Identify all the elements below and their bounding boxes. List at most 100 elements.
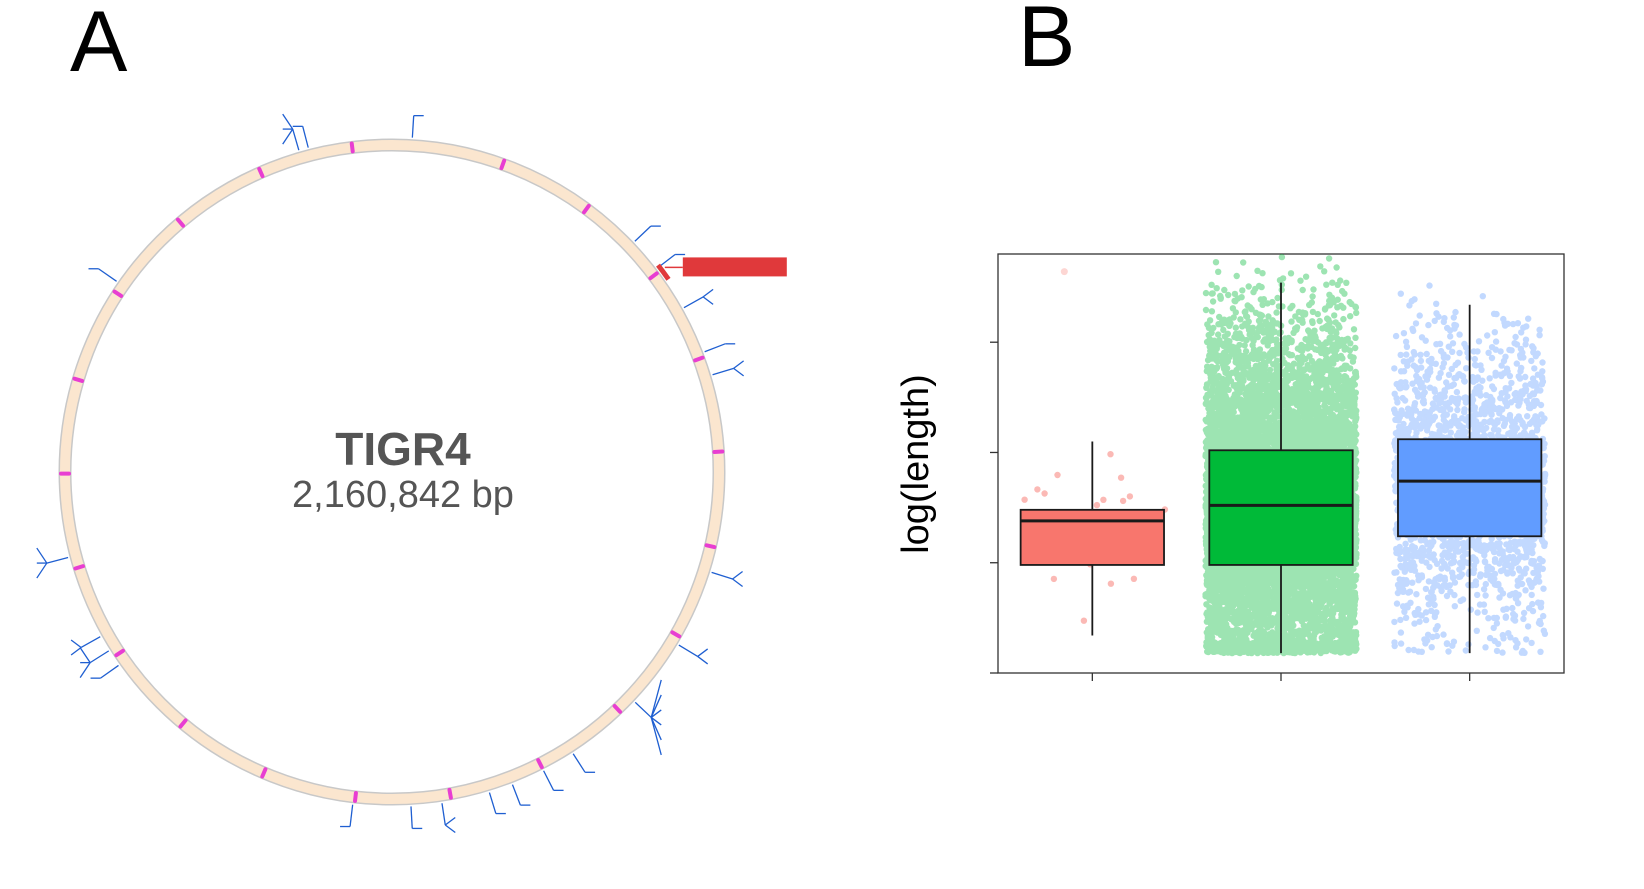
jitter-point — [1288, 364, 1296, 372]
jitter-point — [1333, 355, 1341, 363]
jitter-point — [1281, 443, 1289, 450]
gene-stem — [634, 225, 652, 242]
jitter-point — [1274, 648, 1281, 655]
jitter-point — [1307, 435, 1314, 443]
kbp-tick-800 — [612, 704, 623, 714]
jitter-point — [1289, 367, 1296, 375]
jitter-point — [1257, 573, 1264, 581]
gene-stem — [89, 650, 110, 664]
jitter-point — [1254, 374, 1261, 381]
jitter-point — [1291, 599, 1298, 606]
genome-length: 2,160,842 bp — [292, 474, 514, 516]
jitter-point — [1034, 486, 1041, 493]
jitter-point — [1305, 607, 1313, 614]
jitter-point — [1246, 590, 1254, 598]
gene-cluster-ydcp-1 — [90, 664, 119, 679]
jitter-point — [1305, 397, 1312, 405]
jitter-point — [1209, 379, 1216, 386]
jitter-point — [1263, 602, 1270, 610]
jitter-point — [1216, 616, 1224, 624]
jitter-point — [1345, 435, 1353, 442]
jitter-point — [1256, 417, 1263, 425]
jitter-point — [1220, 579, 1228, 586]
jitter-point — [1343, 395, 1351, 403]
jitter-point — [1239, 287, 1246, 294]
jitter-point — [1299, 286, 1306, 294]
jitter-point — [1353, 516, 1360, 523]
jitter-point — [1319, 436, 1327, 444]
panel-a-letter: A — [70, 0, 128, 90]
jitter-point — [1218, 321, 1225, 328]
jitter-point — [1261, 641, 1269, 648]
jitter-point — [1298, 359, 1305, 366]
jitter-point — [1236, 426, 1243, 434]
jitter-point — [1287, 424, 1294, 431]
jitter-point — [1238, 565, 1245, 572]
jitter-point — [1237, 609, 1244, 616]
jitter-point — [1352, 334, 1359, 341]
kbp-tick-1800 — [112, 289, 124, 298]
gene-stem — [634, 701, 652, 718]
jitter-point — [1249, 598, 1257, 605]
jitter-point — [1256, 579, 1263, 587]
jitter-point — [1305, 577, 1312, 584]
gene-stem — [411, 115, 415, 138]
jitter-point — [1334, 602, 1341, 610]
jitter-point — [1247, 422, 1254, 430]
jitter-point — [1208, 281, 1215, 288]
jitter-point — [1225, 401, 1233, 408]
gene-stem — [488, 792, 497, 814]
jitter-point — [1287, 396, 1295, 403]
jitter-point — [1221, 566, 1228, 573]
jitter-point — [1342, 592, 1350, 599]
jitter-point — [1209, 298, 1217, 305]
jitter-point — [1268, 631, 1275, 639]
kbp-tick-1500 — [73, 564, 86, 571]
jitter-point — [1248, 433, 1256, 440]
jitter-point — [1244, 405, 1252, 412]
gene-stem — [46, 556, 69, 564]
jitter-point — [1342, 596, 1350, 603]
jitter-point — [1322, 351, 1329, 358]
capsule-label-box — [682, 257, 787, 277]
gene-stem — [572, 753, 586, 773]
jitter-point — [1253, 365, 1260, 373]
jitter-point — [1281, 434, 1289, 441]
jitter-point — [1241, 567, 1249, 574]
jitter-point — [1264, 644, 1272, 651]
jitter-point — [1285, 414, 1292, 422]
jitter-point — [1256, 442, 1264, 449]
jitter-point — [1233, 612, 1240, 619]
jitter-point — [1267, 405, 1274, 413]
jitter-point — [1220, 429, 1227, 437]
jitter-point — [1251, 567, 1259, 574]
jitter-point — [1240, 627, 1247, 634]
jitter-point — [1080, 617, 1088, 624]
jitter-point — [1278, 253, 1286, 261]
jitter-point — [1259, 591, 1267, 598]
jitter-point — [1317, 610, 1325, 618]
jitter-point — [1268, 619, 1275, 626]
jitter-point — [1223, 642, 1230, 649]
jitter-point — [1340, 315, 1347, 323]
outlier-point — [1060, 268, 1068, 276]
jitter-point — [1348, 386, 1356, 393]
jitter-point — [1314, 625, 1322, 632]
panel-b-boxplot: B log(length) — [895, 0, 1565, 681]
jitter-point — [1218, 404, 1226, 411]
jitter-point — [1345, 647, 1352, 654]
jitter-point — [1340, 615, 1348, 623]
plot-area — [997, 253, 1565, 674]
kbp-tick-1900 — [175, 217, 186, 228]
jitter-point — [1299, 568, 1306, 575]
jitter-point — [1264, 342, 1271, 349]
jitter-point — [1291, 411, 1299, 419]
jitter-point — [1107, 580, 1115, 587]
jitter-point — [1289, 386, 1296, 393]
jitter-point — [1336, 579, 1344, 587]
jitter-point — [1341, 411, 1349, 419]
gene-leader — [444, 824, 456, 834]
jitter-point — [1242, 418, 1249, 425]
gene-cluster-hpp5-hpp12 — [70, 636, 101, 656]
jitter-point — [1342, 336, 1349, 344]
